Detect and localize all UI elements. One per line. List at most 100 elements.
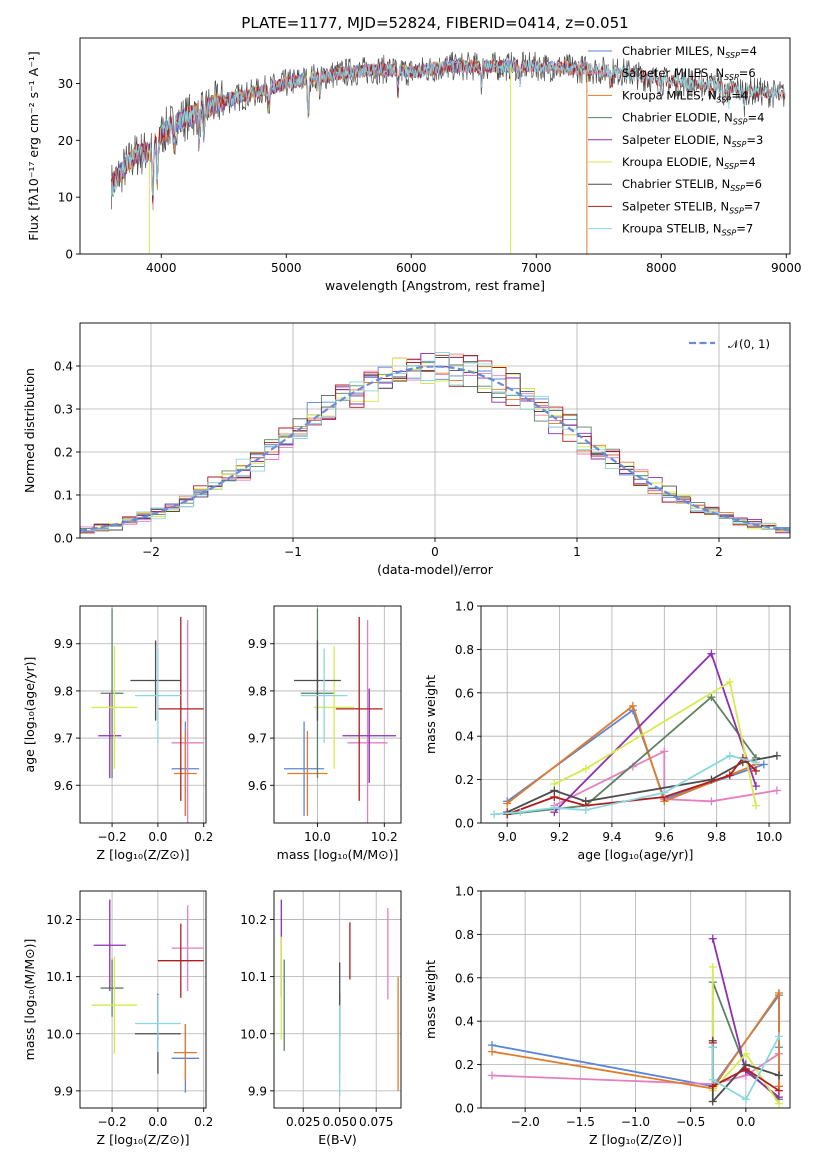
plus-marker [774,988,783,997]
axes-box [79,605,207,824]
plus-marker [772,786,781,795]
series-kroupa-stelib [490,751,760,819]
x-tick-label: −2 [142,545,160,559]
x-tick-label: −0.5 [676,1115,705,1129]
axes-box [79,37,791,255]
legend-subscript: SSP [717,95,732,104]
x-tick-label: −1.5 [566,1115,595,1129]
plus-marker [660,747,669,756]
plus-marker [772,751,781,760]
x-tick-label: 0.0 [148,1115,167,1129]
point-kroupa-elodie [91,956,138,1054]
plus-marker [774,1086,783,1095]
plus-marker [708,934,717,943]
point-chabrier-stelib [130,640,181,721]
y-tick-label: 10.2 [46,913,73,927]
y-tick-label: 0.0 [54,532,73,546]
plus-marker [550,803,559,812]
point-kroupa-stelib [134,994,181,1053]
y-axis-label: Normed distribution [22,368,37,493]
panel-residuals: −2 −1 0 1 2 0.0 0.1 0.2 0.3 0.4 (data-model)/error… [22,322,791,577]
plus-marker [708,1043,717,1052]
plus-marker [751,801,760,810]
plus-marker [707,797,716,806]
plus-marker [581,805,590,814]
y-axis-label: age [log₁₀(age/yr)] [22,657,37,773]
axes-frame: −0.2 0.0 0.2 9.6 9.7 9.8 9.9 Z [log₁₀(Z/Z⊙)] age… [22,605,213,862]
x-axis-label: Z [log₁₀(Z/Z⊙)] [97,847,190,862]
point-kroupa-elodie [91,646,138,769]
plus-marker [725,771,734,780]
plus-marker [490,810,499,819]
plus-marker [751,766,760,775]
series-line [506,708,765,803]
axes-frame: 4000 5000 6000 7000 8000 9000 0 10 20 30 wavelengt… [26,37,802,293]
x-tick-label: 9000 [771,261,802,275]
x-tick-label: 4000 [146,261,177,275]
plot-area [91,899,204,1093]
point-salpeter-elodie [93,899,126,991]
point-kroupa-miles [287,731,328,816]
series-kroupa-elodie [550,677,760,810]
legend-subscript: SSP [724,73,739,82]
x-tick-label: 9.6 [655,830,674,844]
plus-marker [488,1071,497,1080]
x-tick-label: −1 [284,545,302,559]
x-tick-label: 10.0 [756,830,783,844]
plus-marker [741,1049,750,1058]
legend-subscript: SSP [729,206,744,215]
x-tick-label: 5000 [271,261,302,275]
y-tick-label: 9.6 [248,779,267,793]
point-salpeter-stelib [157,923,204,998]
axes-frame: −0.2 0.0 0.2 9.9 10.0 10.1 10.2 Z [log₁₀(Z/Z⊙)]… [22,890,213,1147]
y-tick-label: 0.1 [54,489,73,503]
figure-title: PLATE=1177, MJD=52824, FIBERID=0414, z=0… [241,14,628,32]
legend-value: =4 [740,44,757,58]
x-tick-label: 9.0 [498,830,517,844]
legend-text: Salpeter ELODIE, N [622,133,732,147]
x-tick-label: 6000 [396,261,427,275]
y-tick-label: 0.4 [455,1015,474,1029]
y-tick-label: 0.0 [455,1102,474,1116]
y-tick-label: 9.7 [248,732,267,746]
legend-text: Chabrier MILES, N [622,44,725,58]
x-tick-label: 9.4 [602,830,621,844]
plot-area [110,51,786,254]
panel-spectrum: 4000 5000 6000 7000 8000 9000 0 10 20 30 wavelengt… [26,37,802,293]
plus-marker [488,1047,497,1056]
plot-area [91,608,204,823]
legend-text: Chabrier ELODIE, N [622,111,733,125]
legend-entry-salpeter-miles: Salpeter MILES, NSSP=6 [622,66,756,82]
legend-entry-chabrier-miles: Chabrier MILES, NSSP=4 [622,44,757,60]
plot-area [284,608,396,823]
legend-text: Kroupa ELODIE, N [622,155,724,169]
y-tick-label: 9.9 [54,637,73,651]
series-line [506,754,778,813]
x-tick-label: 10.2 [371,830,398,844]
legend-entry-kroupa-stelib: Kroupa STELIB, NSSP=7 [622,222,753,238]
legend-value: =4 [731,88,748,102]
legend-value: =7 [744,199,761,213]
x-tick-label: 0.0 [736,1115,755,1129]
legend-text: Chabrier STELIB, N [622,177,730,191]
axes-frame: 9.0 9.2 9.4 9.6 9.8 10.0 0.0 0.2 0.4 0.6 0.8 1.0 age… [423,600,791,862]
y-tick-label: 10.2 [240,913,267,927]
legend-entry-normal: 𝒩(0, 1) [728,337,770,351]
plus-marker [660,788,669,797]
legend-value: =4 [748,111,765,125]
panel-mass-age: 10.0 10.2 9.6 9.7 9.8 9.9 mass [log₁₀(M/M⊙)] [248,605,402,862]
series-kroupa-miles [503,701,760,808]
point-kroupa-stelib [134,648,181,743]
series-line [553,749,778,807]
plot-area [488,934,783,1108]
point-chabrier-elodie [100,959,124,1017]
legend-value: =6 [745,177,762,191]
legend-subscript: SSP [732,140,747,149]
x-tick-label: 2 [715,545,723,559]
x-axis-label: Z [log₁₀(Z/Z⊙)] [97,1132,190,1147]
point-kroupa-miles [173,731,197,816]
point-salpeter-elodie [342,688,396,783]
legend-entry-salpeter-stelib: Salpeter STELIB, NSSP=7 [622,199,761,215]
legend-text: Salpeter MILES, N [622,66,724,80]
